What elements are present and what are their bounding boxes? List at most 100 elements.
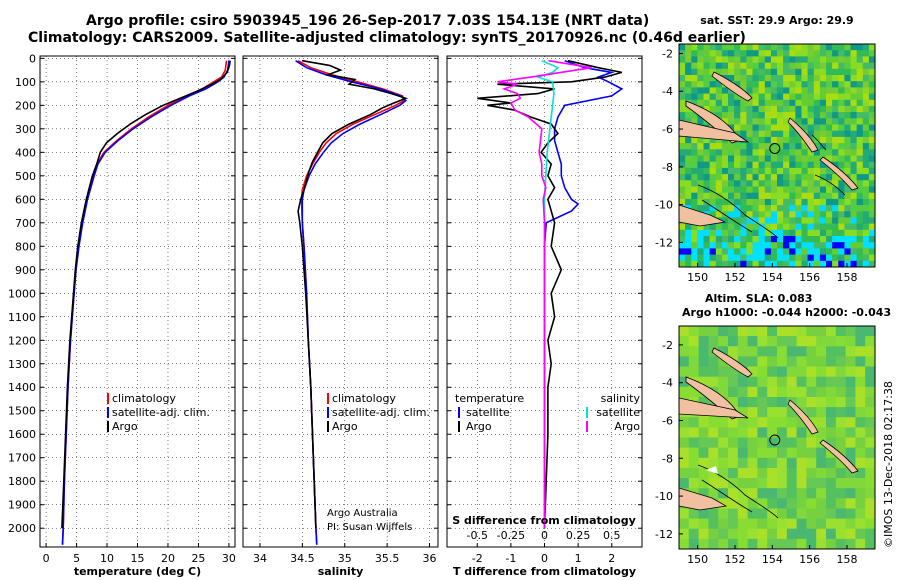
map-cell [844,161,852,169]
map-cell [850,56,858,64]
map-cell [844,211,852,219]
map-cell [767,467,778,479]
map-cell [832,75,839,82]
map-cell [740,161,747,169]
map-cell [757,366,768,378]
map-cell [844,93,852,101]
map-cell [709,136,717,144]
map-cell [764,68,772,76]
top-axis-tick-label: -0.25 [497,529,525,542]
map-cell [758,62,766,70]
map-cell [807,93,815,101]
map-cell [698,366,709,378]
map-cell [835,538,847,549]
map-cell [770,87,778,95]
map-cell [777,112,784,119]
map-cell [795,75,803,82]
map-cell [868,81,875,88]
map-cell [826,260,833,267]
map-cell [813,236,821,243]
sst-map-axes: 150 152 154 156 158-2-4-6-8-10-12 [655,47,857,284]
map-cell [679,112,686,119]
map-cell [862,260,870,267]
map-cell [740,236,747,243]
map-cell [697,161,705,169]
map-cell [685,143,692,150]
map-cell [850,44,858,51]
map-cell [868,198,875,206]
map-cell [813,130,821,138]
map-cell [862,99,870,107]
map-cell [813,223,821,231]
map-cell [826,44,833,51]
map-cell [806,488,817,499]
salinity-frame [242,55,439,548]
y-tick-label: 600 [15,193,36,206]
map-cell [795,192,803,200]
map-cell [746,44,754,51]
map-cell [728,417,739,428]
map-cell [728,518,739,530]
map-cell [740,229,747,237]
map-cell [737,376,749,388]
map-cell [770,211,778,219]
map-cell [770,217,778,225]
map-cell [856,118,864,126]
map-cell [807,62,815,70]
map-cell [688,417,700,428]
map-cell [709,105,717,113]
map-cell [728,161,735,169]
map-cell [801,254,809,262]
map-cell [764,56,772,64]
map-cell [679,326,690,337]
map-cell [715,167,723,175]
map-cell [740,68,747,76]
map-cell [679,242,686,249]
map-cell [728,346,739,357]
map-cell [721,236,729,243]
map-cell [708,467,719,479]
map-cell [757,376,768,388]
map-cell [838,192,845,200]
map-cell [679,528,690,540]
map-cell [758,93,766,101]
legend-label: satellite [596,406,640,419]
map-cell [844,143,852,150]
map-cell [728,149,735,157]
map-cell [715,236,723,243]
map-cell [747,518,758,530]
map-cell [844,68,852,76]
map-cell [728,186,735,194]
map-cell [770,198,778,206]
y-tick-label: 800 [15,240,36,253]
map-cell [688,336,700,347]
map-cell [757,356,768,368]
map-cell [855,356,866,368]
map-cell [721,186,729,194]
map-cell [767,356,778,368]
map-cell [715,205,723,212]
map-cell [757,538,768,549]
map-cell [764,105,772,113]
map-cell [709,180,717,188]
map-cell [679,457,690,469]
map-cell [770,50,778,57]
map-cell [868,149,875,157]
map-cell [679,346,690,357]
map-cell [795,62,803,70]
map-cell [685,81,692,88]
map-cell [838,87,845,95]
map-cell [757,407,768,418]
map-cell [816,528,827,540]
map-cell [679,236,686,243]
map-cell [789,75,796,82]
map-cell [770,136,778,144]
map-cell [868,186,875,194]
map-cell [856,143,864,150]
map-cell [856,236,864,243]
map-cell [795,260,803,267]
map-cell [764,211,772,219]
map-cell [679,538,690,549]
map-cell [862,105,870,113]
map-cell [796,366,807,378]
